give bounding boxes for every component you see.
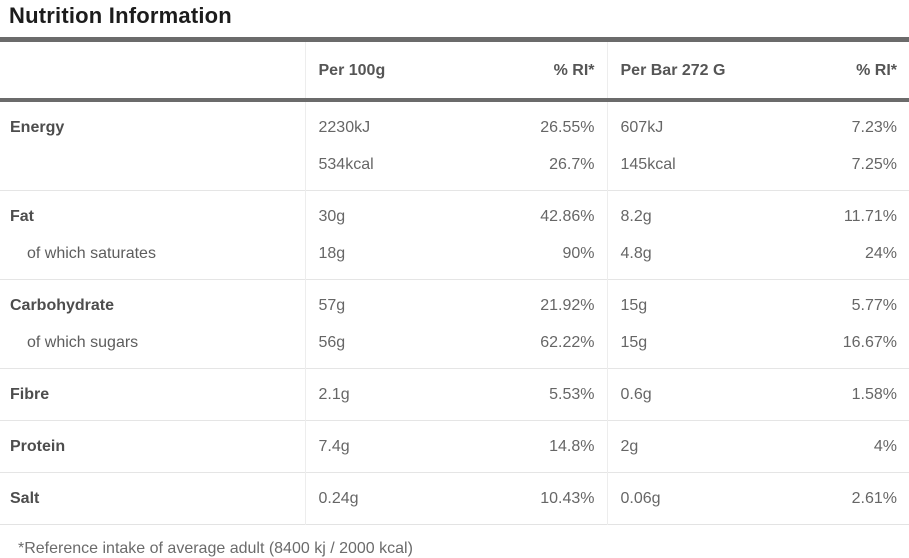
nutrient-label — [0, 146, 306, 191]
ri-bar-value: 5.77% — [767, 279, 909, 324]
ri-100g-value: 5.53% — [465, 368, 608, 421]
ri-bar-value: 7.25% — [851, 156, 897, 173]
table-row: 534kcal 26.7% 145kcal 7.25% — [0, 146, 909, 191]
nutrition-table: Per 100g % RI* Per Bar 272 G % RI* Energ… — [0, 37, 909, 525]
nutrient-label: Protein — [0, 420, 306, 473]
table-row: Carbohydrate 57g 21.92% 15g 5.77% — [0, 279, 909, 324]
per-100g-value: 30g — [305, 190, 465, 235]
ri-bar-value: 16.67% — [842, 334, 897, 351]
per-100g-value: 2230kJ — [318, 119, 371, 136]
col-header-per-bar: Per Bar 272 G — [607, 39, 767, 102]
table-body: Energy 2230kJ 26.55% 607kJ 7.23% 534kcal… — [0, 100, 909, 525]
per-bar-value: 0.6g — [607, 368, 767, 421]
nutrient-label: Salt — [0, 472, 306, 525]
page-title: Nutrition Information — [9, 3, 232, 28]
per-100g-value: 18g — [318, 245, 346, 262]
table-row: Fat 30g 42.86% 8.2g 11.71% — [0, 190, 909, 235]
col-header-per-100g: Per 100g — [305, 39, 465, 102]
col-header-ri-100g: % RI* — [465, 39, 608, 102]
per-bar-value: 607kJ — [620, 119, 664, 136]
table-row: of which sugars 56g 62.22% 15g 16.67% — [0, 324, 909, 369]
ri-bar-value: 11.71% — [767, 190, 909, 235]
ri-bar-value: 7.23% — [851, 119, 897, 136]
per-100g-value: 56g — [318, 334, 346, 351]
ri-100g-value: 42.86% — [465, 190, 608, 235]
per-100g-value: 7.4g — [305, 420, 465, 473]
ri-bar-value: 4% — [767, 420, 909, 473]
ri-bar-value: 24% — [864, 245, 897, 262]
ri-100g-value: 21.92% — [465, 279, 608, 324]
table-row: Salt 0.24g 10.43% 0.06g 2.61% — [0, 472, 909, 525]
nutrient-label: Fibre — [0, 368, 306, 421]
ri-100g-value: 90% — [465, 235, 608, 280]
table-row: of which saturates 18g 90% 4.8g 24% — [0, 235, 909, 280]
ri-100g-value: 14.8% — [465, 420, 608, 473]
ri-100g-value: 10.43% — [465, 472, 608, 525]
per-100g-value: 2.1g — [305, 368, 465, 421]
nutrient-label: Carbohydrate — [0, 279, 306, 324]
table-row: Protein 7.4g 14.8% 2g 4% — [0, 420, 909, 473]
table-header-row: Per 100g % RI* Per Bar 272 G % RI* — [0, 39, 909, 102]
per-bar-value: 8.2g — [607, 190, 767, 235]
ri-100g-value: 62.22% — [465, 324, 608, 369]
per-100g-value: 0.24g — [305, 472, 465, 525]
ri-bar-value: 1.58% — [767, 368, 909, 421]
nutrient-label: Energy — [0, 100, 306, 146]
nutrient-label: Fat — [0, 190, 306, 235]
ri-100g-value: 26.55% — [465, 100, 608, 146]
nutrient-label: of which saturates — [0, 235, 306, 280]
col-header-blank — [0, 39, 306, 102]
per-100g-value: 57g — [305, 279, 465, 324]
col-header-ri-bar: % RI* — [767, 39, 909, 102]
per-bar-value: 0.06g — [607, 472, 767, 525]
per-bar-value: 15g — [607, 279, 767, 324]
table-row: Energy 2230kJ 26.55% 607kJ 7.23% — [0, 100, 909, 146]
table-row: Fibre 2.1g 5.53% 0.6g 1.58% — [0, 368, 909, 421]
per-bar-value: 4.8g — [620, 245, 652, 262]
nutrient-label: of which sugars — [0, 324, 306, 369]
per-bar-value: 145kcal — [620, 156, 676, 173]
ri-bar-value: 2.61% — [767, 472, 909, 525]
per-100g-value: 534kcal — [318, 156, 374, 173]
per-bar-value: 15g — [620, 334, 648, 351]
footnote: *Reference intake of average adult (8400… — [18, 540, 413, 557]
per-bar-value: 2g — [607, 420, 767, 473]
ri-100g-value: 26.7% — [465, 146, 608, 191]
